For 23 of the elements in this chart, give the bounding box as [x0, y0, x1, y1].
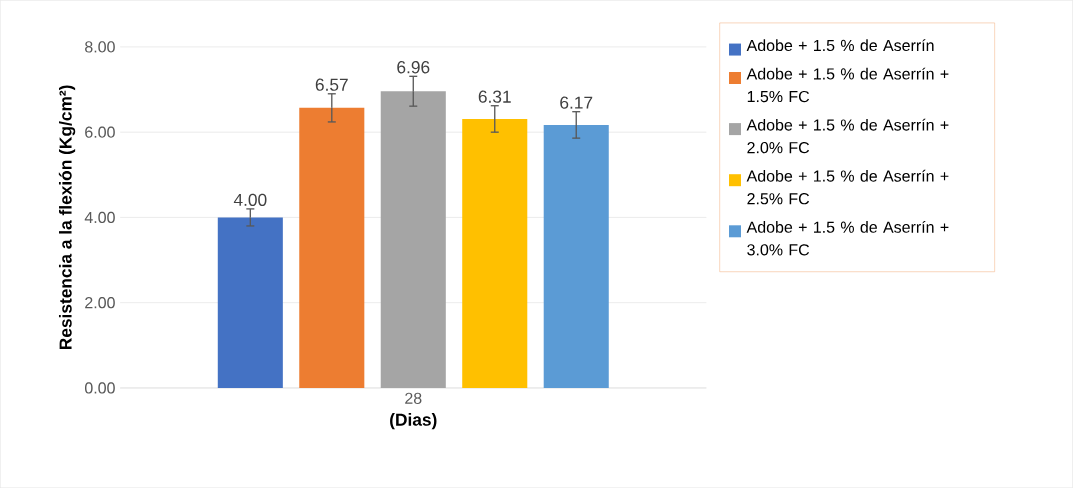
x-tick-label: 28 [405, 392, 422, 404]
legend-label: Adobe + 1.5 % de Aserrín + 2.0% FC [746, 118, 949, 154]
y-tick-label: 2.00 [85, 296, 115, 309]
y-tick-label: 4.00 [84, 211, 115, 224]
y-axis-title: Resistencia a la flexión (Kg/cm²) [58, 85, 76, 350]
x-axis-title: (Dias) [390, 413, 437, 430]
data-label: 6.17 [560, 96, 593, 109]
y-tick-label: 0.00 [84, 382, 115, 394]
bar [299, 107, 365, 388]
bar [380, 91, 446, 388]
data-label: 6.57 [315, 78, 348, 91]
y-tick-label: 8.00 [85, 41, 115, 53]
data-label: 6.96 [397, 61, 430, 74]
legend-label: Adobe + 1.5 % de Aserrín + 3.0% FC [746, 220, 949, 256]
legend-label: Adobe + 1.5 % de Aserrín [746, 39, 934, 52]
bar [462, 118, 528, 388]
legend-label: Adobe + 1.5 % de Aserrín + 1.5% FC [746, 67, 949, 103]
bar [217, 217, 283, 388]
bar [543, 124, 609, 388]
y-tick-label: 6.00 [85, 126, 115, 138]
data-label: 6.31 [478, 90, 511, 103]
data-label: 4.00 [233, 193, 267, 206]
legend-label: Adobe + 1.5 % de Aserrín + 2.5% FC [746, 169, 949, 205]
